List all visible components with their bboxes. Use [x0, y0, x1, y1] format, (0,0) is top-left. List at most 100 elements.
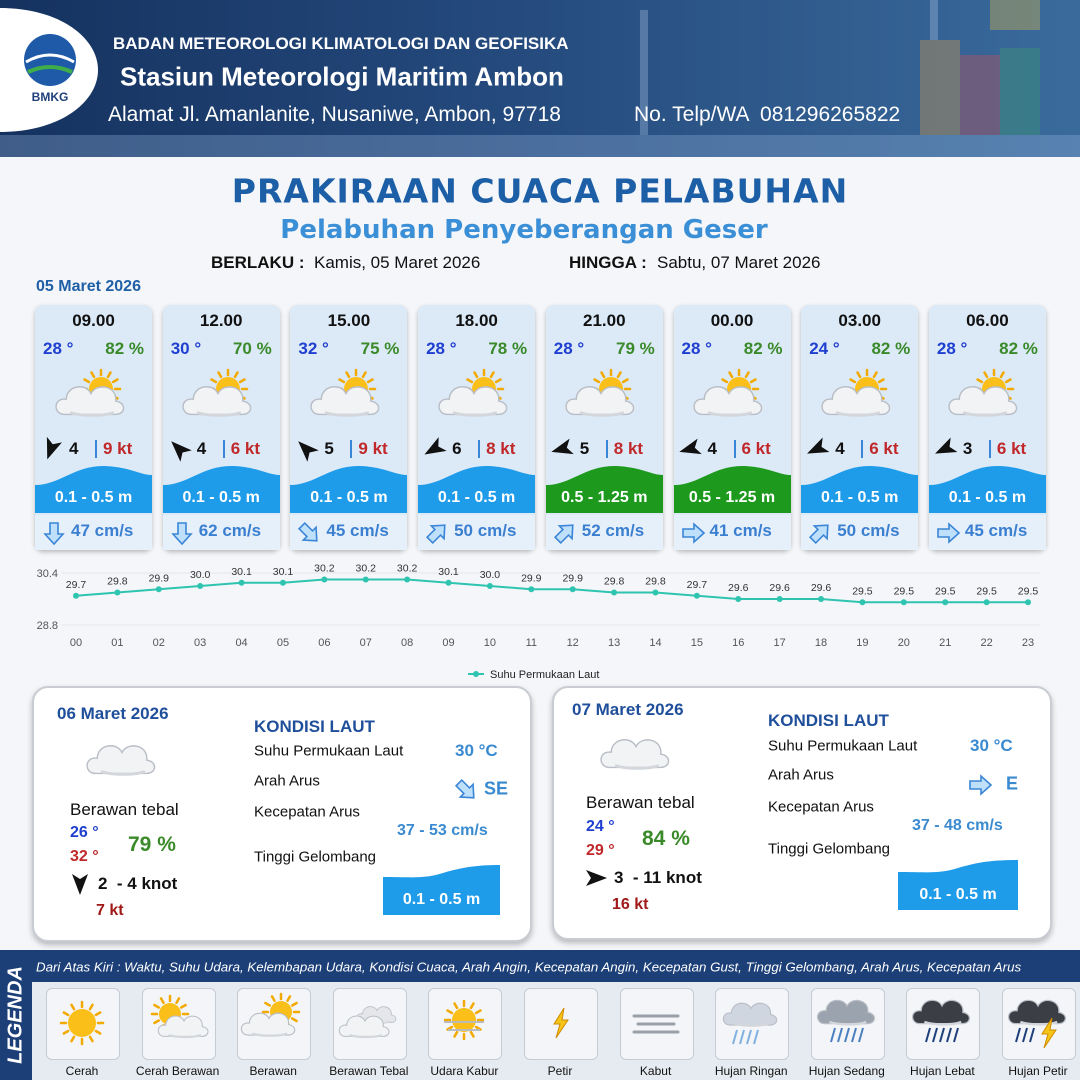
icon-part	[739, 1029, 746, 1045]
icon-part	[1005, 378, 1013, 384]
wind-speed: 3	[962, 439, 973, 458]
icon-part	[976, 378, 984, 384]
icon-part	[366, 378, 374, 384]
wind-arrow	[170, 441, 192, 462]
wave-shape	[418, 465, 536, 513]
icon-part	[1041, 1017, 1057, 1049]
icon-part	[565, 386, 635, 416]
icon-part	[693, 386, 763, 417]
day-wind-arrow	[72, 874, 88, 895]
logo-text: BMKG	[31, 90, 69, 104]
data-point	[652, 589, 659, 596]
icon-part	[1008, 999, 1066, 1025]
day-wind: 2 - 4 knot	[98, 874, 178, 893]
x-tick-label: 11	[526, 637, 537, 649]
day-weather-icon	[86, 745, 156, 776]
weather-icon	[821, 368, 890, 417]
current-arrow	[43, 522, 65, 546]
icon-part	[454, 778, 475, 799]
icon-part	[600, 371, 606, 379]
card-time: 12.00	[199, 311, 243, 330]
day-temp-min: 24 °	[586, 818, 615, 835]
x-tick-label: 15	[691, 637, 703, 649]
data-point	[776, 596, 783, 602]
gust-speed: 8 kt	[486, 439, 516, 458]
gust-speed: 8 kt	[613, 439, 644, 458]
icon-part	[239, 378, 246, 384]
wave-shape	[928, 465, 1046, 513]
containers	[960, 55, 1000, 140]
icon-part	[157, 1015, 209, 1037]
legend-icon	[553, 1007, 569, 1039]
icon-part	[290, 465, 408, 513]
icon-part	[270, 995, 276, 1002]
weather-icon	[948, 368, 1018, 417]
wave-shape	[35, 465, 152, 513]
icon-part	[470, 1002, 476, 1010]
icon-part	[452, 411, 497, 417]
gust-speed: 6 kt	[869, 439, 899, 458]
icon-part	[100, 770, 146, 776]
value-label: 30.1	[231, 566, 252, 578]
icon-part	[723, 1002, 778, 1026]
icon-part	[106, 371, 112, 379]
icon-part	[872, 371, 878, 379]
icon-part	[551, 438, 574, 455]
x-tick-label: 14	[649, 637, 661, 649]
legend-item-label: Udara Kabur	[430, 1064, 499, 1078]
icon-part	[678, 438, 702, 455]
separator	[733, 440, 736, 458]
card-humidity: 82 %	[105, 339, 144, 358]
icon-part	[836, 1027, 843, 1043]
wave-height: 0.1 - 0.5 m	[182, 489, 260, 506]
icon-part	[809, 524, 829, 545]
current-speed: 50 cm/s	[837, 521, 900, 540]
day-wave: 0.1 - 0.5 m	[402, 891, 481, 908]
icon-part	[426, 524, 446, 545]
icon-part	[383, 865, 500, 915]
current-arrow	[681, 522, 705, 544]
containers	[920, 40, 960, 140]
icon-part	[983, 371, 989, 379]
x-tick-label: 01	[111, 637, 123, 649]
x-tick-label: 08	[401, 637, 413, 649]
current-speed: 37 - 48 cm/s	[912, 817, 1003, 834]
legend-icon	[1008, 999, 1066, 1049]
icon-part	[553, 1007, 569, 1039]
icon-part	[1008, 999, 1066, 1026]
icon-part	[600, 739, 670, 770]
pillar	[930, 0, 938, 140]
icon-part	[1000, 371, 1006, 379]
icon-part	[310, 386, 380, 417]
data-point	[900, 599, 907, 606]
icon-part	[1029, 1027, 1035, 1043]
icon-part	[72, 874, 88, 895]
separator	[988, 440, 991, 458]
wind-speed: 5	[579, 439, 590, 458]
subtitle: Pelabuhan Penyeberangan Geser	[280, 215, 768, 245]
valid-from: Kamis, 05 Maret 2026	[314, 253, 481, 272]
icon-part	[286, 995, 292, 1002]
day-weather-icon	[600, 739, 670, 770]
icon-part	[937, 522, 961, 544]
icon-part	[418, 465, 536, 513]
wave-height: 0.1 - 0.5 m	[54, 489, 133, 506]
icon-part	[210, 378, 218, 384]
icon-part	[167, 1033, 201, 1039]
weather-icon	[54, 368, 124, 417]
wind-arrow	[46, 436, 62, 460]
legend-icon	[723, 1002, 778, 1045]
icon-part	[934, 437, 958, 454]
wave-shape	[801, 465, 919, 513]
data-point	[611, 589, 618, 596]
legend-item-label: Cerah	[65, 1064, 99, 1078]
icon-part	[707, 411, 753, 417]
wave-shape	[545, 465, 663, 513]
containers	[1000, 48, 1040, 140]
gust-speed: 9 kt	[358, 439, 388, 458]
card-temp: 28 °	[936, 339, 968, 358]
icon-part	[835, 411, 881, 417]
icon-part	[600, 739, 670, 769]
icon-part	[291, 1001, 299, 1007]
